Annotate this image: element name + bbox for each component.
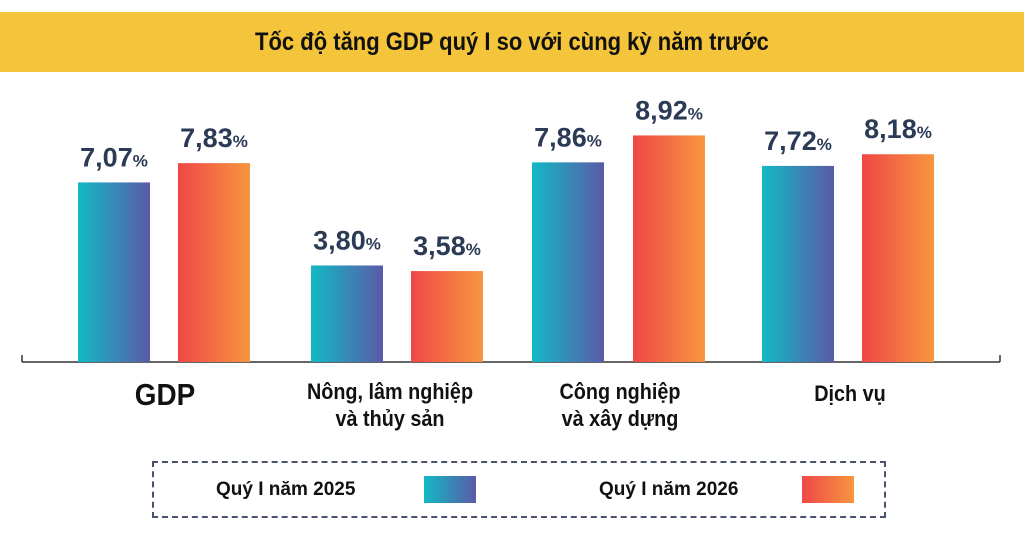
bar bbox=[78, 182, 150, 362]
chart-title: Tốc độ tăng GDP quý I so với cùng kỳ năm… bbox=[255, 27, 769, 56]
data-label: 8,92% bbox=[635, 95, 703, 125]
data-label: 8,18% bbox=[864, 114, 932, 144]
title-bar: Tốc độ tăng GDP quý I so với cùng kỳ năm… bbox=[0, 12, 1024, 72]
data-label: 7,07% bbox=[80, 142, 148, 172]
bar bbox=[178, 163, 250, 362]
x-axis bbox=[21, 355, 1001, 363]
category-label-line: Công nghiệp bbox=[559, 379, 681, 404]
category-label-line: Dịch vụ bbox=[814, 381, 886, 406]
bar bbox=[411, 271, 483, 362]
category-label-line: Nông, lâm nghiệp bbox=[306, 379, 474, 404]
data-label: 7,86% bbox=[534, 122, 602, 152]
category-label-line: và xây dựng bbox=[561, 406, 679, 431]
data-label: 7,83% bbox=[180, 123, 248, 153]
bar bbox=[862, 154, 934, 362]
data-label: 3,58% bbox=[413, 231, 481, 261]
legend: Quý I năm 2025 Quý I năm 2026 bbox=[152, 461, 886, 518]
bar bbox=[311, 265, 383, 362]
category-label: Nông, lâm nghiệp và thủy sản bbox=[282, 378, 498, 432]
bar bbox=[633, 135, 705, 362]
data-label: 7,72% bbox=[764, 126, 832, 156]
legend-label-2026: Quý I năm 2026 bbox=[599, 479, 739, 500]
legend-label-2025: Quý I năm 2025 bbox=[216, 479, 356, 500]
bar bbox=[532, 162, 604, 362]
category-label: Công nghiệp và xây dựng bbox=[517, 378, 724, 432]
legend-swatch-2025 bbox=[424, 476, 476, 503]
category-label-line: và thủy sản bbox=[335, 406, 445, 431]
category-label: GDP bbox=[89, 378, 242, 412]
category-label-line: GDP bbox=[134, 377, 196, 412]
bar bbox=[762, 165, 834, 362]
data-label: 3,80% bbox=[313, 225, 381, 255]
category-label: Dịch vụ bbox=[760, 380, 940, 407]
legend-swatch-2026 bbox=[802, 476, 854, 503]
